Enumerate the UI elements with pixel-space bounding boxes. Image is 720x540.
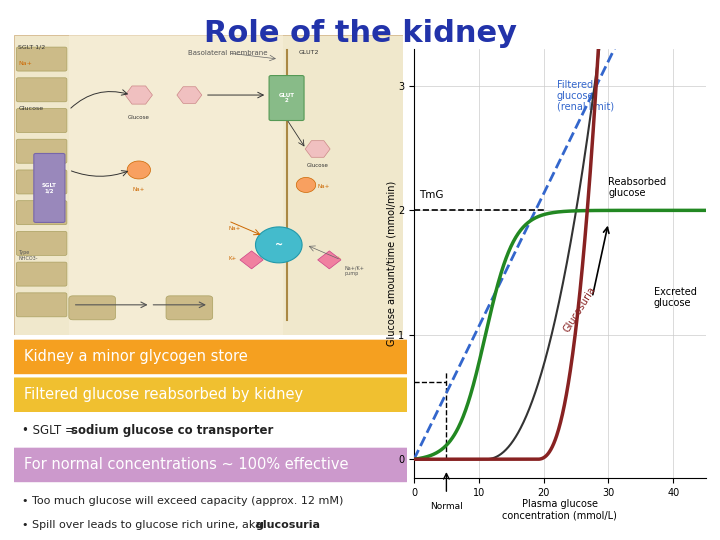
FancyBboxPatch shape — [17, 293, 67, 317]
Polygon shape — [240, 251, 264, 269]
FancyBboxPatch shape — [9, 377, 413, 412]
Text: SGLT
1/2: SGLT 1/2 — [42, 183, 57, 193]
Text: Na+: Na+ — [228, 226, 240, 231]
Text: Normal: Normal — [430, 502, 463, 510]
Text: sodium glucose co transporter: sodium glucose co transporter — [71, 424, 274, 437]
Polygon shape — [305, 141, 330, 157]
FancyBboxPatch shape — [9, 448, 413, 482]
FancyBboxPatch shape — [166, 296, 212, 320]
Text: Excreted
glucose: Excreted glucose — [654, 287, 697, 308]
Text: TmG: TmG — [419, 191, 444, 200]
Text: glucosuria: glucosuria — [256, 520, 320, 530]
FancyBboxPatch shape — [17, 109, 67, 132]
Text: K+: K+ — [228, 256, 236, 261]
Text: Reabsorbed
glucose: Reabsorbed glucose — [608, 177, 667, 198]
FancyBboxPatch shape — [17, 201, 67, 225]
Text: Na+: Na+ — [132, 187, 145, 192]
Text: GLUT2: GLUT2 — [298, 50, 319, 55]
Polygon shape — [177, 87, 202, 103]
Text: Filtered glucose reabsorbed by kidney: Filtered glucose reabsorbed by kidney — [24, 387, 303, 402]
Text: • Spill over leads to glucose rich urine, aka: • Spill over leads to glucose rich urine… — [22, 520, 266, 530]
Text: Na+: Na+ — [318, 184, 330, 189]
Text: Filtered
glucose
(renal limit): Filtered glucose (renal limit) — [557, 80, 613, 111]
Text: GLUT
2: GLUT 2 — [279, 93, 294, 104]
Text: For normal concentrations ~ 100% effective: For normal concentrations ~ 100% effecti… — [24, 457, 348, 472]
Text: Glucosuria: Glucosuria — [562, 285, 597, 335]
Text: Type
NHCO3-: Type NHCO3- — [18, 250, 37, 261]
FancyBboxPatch shape — [17, 139, 67, 163]
Text: Na+/K+
pump: Na+/K+ pump — [345, 265, 365, 276]
X-axis label: Plasma glucose
concentration (mmol/L): Plasma glucose concentration (mmol/L) — [503, 499, 617, 521]
FancyBboxPatch shape — [17, 78, 67, 102]
Text: • Too much glucose will exceed capacity (approx. 12 mM): • Too much glucose will exceed capacity … — [22, 496, 343, 506]
Text: Glucose: Glucose — [128, 115, 150, 120]
Polygon shape — [125, 86, 153, 104]
Text: Glucose: Glucose — [18, 106, 43, 111]
Text: ~: ~ — [275, 240, 283, 250]
Polygon shape — [256, 227, 302, 263]
FancyBboxPatch shape — [17, 232, 67, 255]
Text: Role of the kidney: Role of the kidney — [204, 19, 516, 48]
Polygon shape — [297, 178, 316, 192]
Text: K+: K+ — [333, 256, 341, 261]
Text: Kidney a minor glycogen store: Kidney a minor glycogen store — [24, 349, 248, 364]
FancyBboxPatch shape — [269, 76, 304, 120]
FancyBboxPatch shape — [9, 340, 413, 374]
Bar — [69, 35, 283, 335]
Text: Glucose: Glucose — [307, 163, 328, 168]
Polygon shape — [127, 161, 150, 179]
Text: Na+: Na+ — [18, 61, 32, 66]
FancyBboxPatch shape — [17, 47, 67, 71]
Text: Basolateral membrane: Basolateral membrane — [189, 50, 268, 56]
FancyBboxPatch shape — [17, 262, 67, 286]
Polygon shape — [318, 251, 341, 269]
Y-axis label: Glucose amount/time (mmol/min): Glucose amount/time (mmol/min) — [387, 180, 397, 346]
FancyBboxPatch shape — [17, 170, 67, 194]
Text: • SGLT =: • SGLT = — [22, 424, 79, 437]
Text: SGLT 1/2: SGLT 1/2 — [18, 44, 45, 49]
FancyBboxPatch shape — [34, 153, 65, 222]
FancyBboxPatch shape — [69, 296, 115, 320]
